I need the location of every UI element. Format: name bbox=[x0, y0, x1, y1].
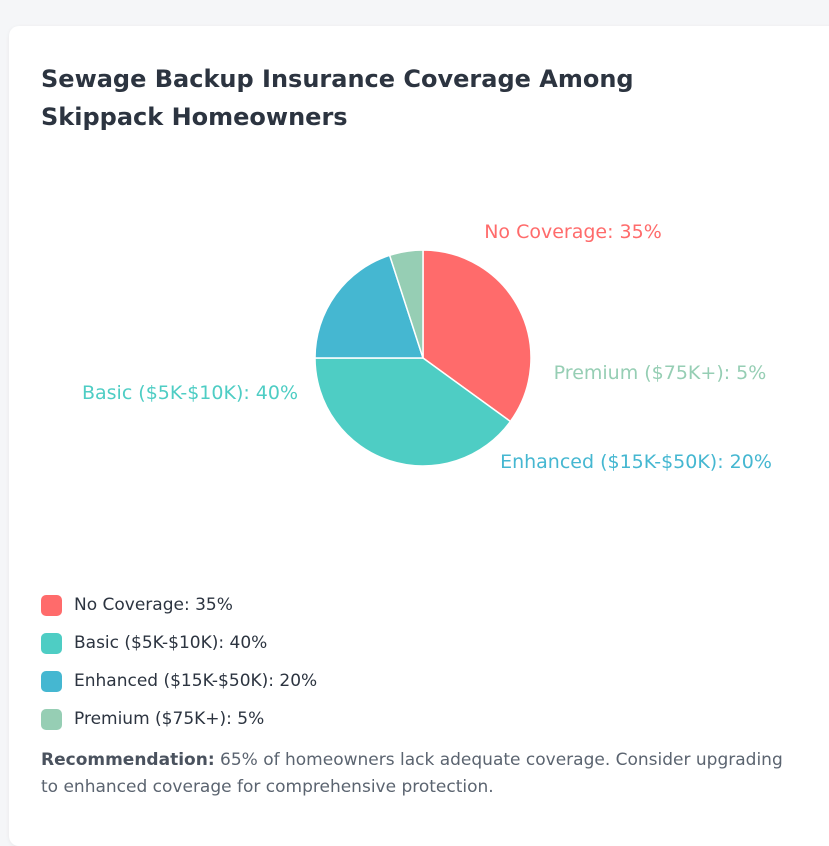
legend-item-basic: Basic ($5K-$10K): 40% bbox=[41, 624, 317, 662]
legend-label: Premium ($75K+): 5% bbox=[74, 709, 265, 729]
legend-label: Enhanced ($15K-$50K): 20% bbox=[74, 671, 318, 691]
chart-title: Sewage Backup Insurance Coverage Among S… bbox=[41, 65, 634, 131]
recommendation-note: Recommendation: 65% of homeowners lack a… bbox=[41, 747, 801, 801]
legend-label: No Coverage: 35% bbox=[74, 595, 233, 615]
legend-item-no-coverage: No Coverage: 35% bbox=[41, 586, 317, 624]
legend: No Coverage: 35% Basic ($5K-$10K): 40% E… bbox=[41, 586, 317, 738]
recommendation-text: 65% of homeowners lack adequate coverage… bbox=[41, 750, 783, 797]
legend-label: Basic ($5K-$10K): 40% bbox=[74, 633, 268, 653]
legend-item-premium: Premium ($75K+): 5% bbox=[41, 700, 317, 738]
legend-swatch bbox=[41, 632, 62, 654]
recommendation-label: Recommendation: bbox=[41, 750, 215, 770]
legend-swatch bbox=[41, 708, 62, 730]
legend-swatch bbox=[41, 594, 62, 616]
legend-item-enhanced: Enhanced ($15K-$50K): 20% bbox=[41, 662, 317, 700]
legend-swatch bbox=[41, 670, 62, 692]
